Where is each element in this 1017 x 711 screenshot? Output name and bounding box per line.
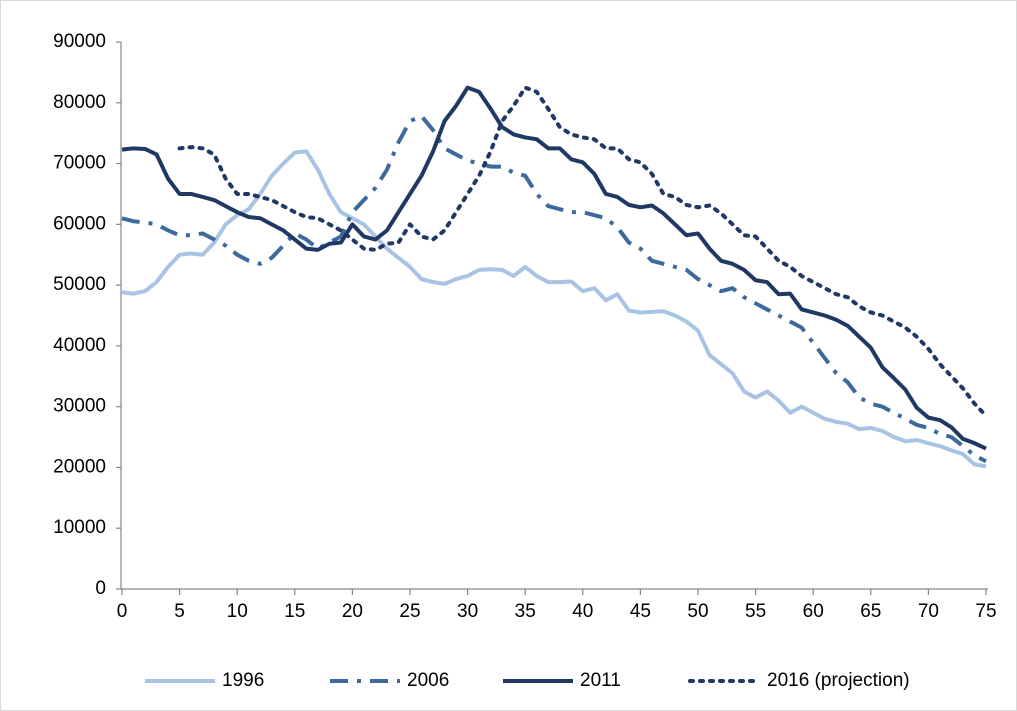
x-tick-label: 25 <box>399 601 420 622</box>
y-tick-label: 80000 <box>53 92 106 113</box>
x-tick-label: 55 <box>745 601 766 622</box>
series-line <box>121 149 987 469</box>
x-tick-label: 10 <box>227 601 248 622</box>
x-tick-label: 50 <box>687 601 708 622</box>
y-tick-label: 70000 <box>53 153 106 174</box>
legend-label: 1996 <box>222 670 264 691</box>
y-tick-label: 60000 <box>53 213 106 234</box>
x-tick-label: 75 <box>975 601 996 622</box>
x-tick-label: 0 <box>117 601 128 622</box>
x-tick-label: 35 <box>515 601 536 622</box>
series-line <box>121 85 987 451</box>
y-tick-label: 20000 <box>53 456 106 477</box>
x-tick-label: 40 <box>572 601 593 622</box>
y-tick-label: 10000 <box>53 517 106 538</box>
x-tick-label: 20 <box>342 601 363 622</box>
series-line <box>177 85 988 418</box>
legend-label: 2016 (projection) <box>767 670 910 691</box>
x-tick-label: 15 <box>284 601 305 622</box>
y-tick-label: 90000 <box>53 31 106 52</box>
y-tick-label: 30000 <box>53 396 106 417</box>
x-tick-label: 70 <box>918 601 939 622</box>
x-tick-label: 45 <box>630 601 651 622</box>
y-tick-label: 50000 <box>53 274 106 295</box>
x-tick-label: 5 <box>174 601 185 622</box>
y-tick-label: 40000 <box>53 335 106 356</box>
y-tick-label: 0 <box>95 578 106 599</box>
series-line <box>121 114 987 464</box>
legend-label: 2006 <box>407 670 449 691</box>
x-tick-label: 65 <box>860 601 881 622</box>
legend-label: 2011 <box>580 670 621 691</box>
x-tick-label: 30 <box>457 601 478 622</box>
x-tick-label: 60 <box>803 601 824 622</box>
